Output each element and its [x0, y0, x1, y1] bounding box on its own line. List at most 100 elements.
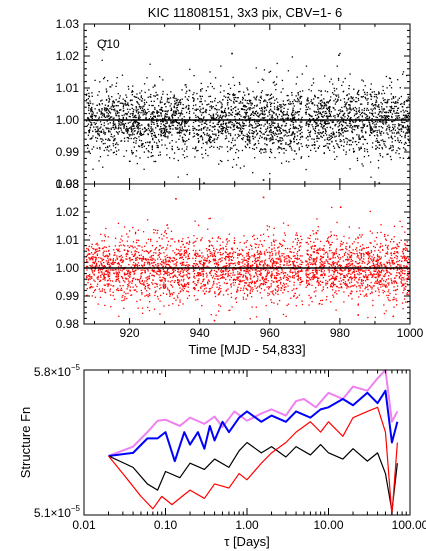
data-point	[378, 104, 380, 106]
data-point	[107, 115, 110, 118]
data-point	[167, 268, 169, 270]
data-point	[271, 257, 273, 260]
data-point	[116, 142, 118, 144]
data-point	[106, 111, 108, 114]
data-point	[107, 154, 109, 157]
data-point	[359, 148, 361, 150]
data-point	[325, 282, 327, 285]
data-point	[293, 288, 295, 290]
data-point	[142, 231, 145, 233]
data-point	[337, 115, 339, 118]
data-point	[200, 128, 203, 130]
data-point	[168, 289, 171, 292]
data-point	[296, 242, 298, 244]
data-point	[209, 138, 211, 140]
data-point	[313, 104, 316, 106]
data-point	[273, 281, 275, 283]
data-point	[291, 118, 294, 120]
data-point	[199, 129, 201, 131]
data-point	[138, 264, 140, 267]
data-point	[353, 265, 355, 267]
data-point	[135, 107, 138, 109]
data-point	[301, 303, 304, 306]
data-point	[225, 132, 227, 134]
data-point	[348, 112, 350, 114]
data-point	[317, 108, 319, 111]
data-point	[263, 69, 266, 71]
data-point	[369, 252, 371, 254]
data-point	[201, 112, 203, 114]
data-point	[307, 129, 309, 131]
data-point	[347, 258, 349, 260]
data-point	[89, 152, 91, 155]
data-point	[162, 110, 164, 113]
data-point	[164, 134, 166, 136]
data-point	[318, 145, 321, 147]
data-point	[115, 85, 117, 88]
data-point	[387, 153, 389, 155]
data-point	[239, 100, 242, 103]
data-point	[345, 151, 347, 153]
data-point	[122, 260, 125, 262]
data-point	[164, 263, 166, 265]
data-point	[366, 142, 368, 145]
data-point	[253, 144, 255, 146]
y-tick-label: 0.99	[56, 145, 80, 159]
data-point	[348, 84, 350, 87]
data-point	[402, 109, 404, 111]
data-point	[385, 286, 387, 288]
data-point	[124, 277, 127, 279]
data-point	[261, 111, 263, 113]
data-point	[331, 136, 334, 139]
data-point	[268, 251, 270, 253]
data-point	[239, 273, 242, 276]
data-point	[102, 128, 104, 131]
data-point	[112, 100, 115, 102]
data-point	[367, 97, 369, 100]
data-point	[180, 124, 182, 126]
data-point	[392, 96, 395, 98]
data-point	[383, 92, 386, 94]
data-point	[311, 271, 313, 274]
data-point	[370, 129, 372, 131]
data-point	[375, 148, 377, 150]
data-point	[407, 135, 409, 138]
data-point	[382, 97, 384, 99]
data-point	[141, 279, 144, 282]
data-point	[388, 124, 390, 126]
data-point	[221, 117, 223, 120]
data-point	[399, 157, 401, 159]
data-point	[371, 121, 373, 123]
data-point	[282, 277, 285, 279]
data-point	[369, 125, 372, 127]
data-point	[209, 251, 211, 253]
data-point	[157, 154, 160, 157]
data-point	[104, 277, 106, 279]
data-point	[224, 138, 227, 140]
data-point	[169, 125, 172, 128]
data-point	[178, 138, 180, 140]
data-point	[103, 130, 105, 132]
data-point	[192, 136, 194, 138]
data-point	[192, 100, 195, 102]
data-point	[341, 286, 343, 289]
data-point	[392, 280, 395, 282]
data-point	[106, 115, 108, 117]
data-point	[107, 138, 110, 140]
data-point	[255, 306, 257, 308]
data-point	[385, 114, 387, 117]
data-point	[337, 255, 339, 258]
data-point	[343, 279, 345, 281]
data-point	[93, 248, 95, 250]
data-point	[290, 257, 292, 260]
data-point	[343, 141, 346, 143]
data-point	[88, 131, 91, 133]
data-point	[200, 129, 203, 131]
data-point	[330, 301, 332, 303]
data-point	[325, 112, 328, 114]
data-point	[208, 261, 210, 263]
data-point	[268, 123, 270, 125]
data-point	[104, 132, 107, 134]
data-point	[305, 144, 307, 147]
data-point	[378, 113, 380, 115]
